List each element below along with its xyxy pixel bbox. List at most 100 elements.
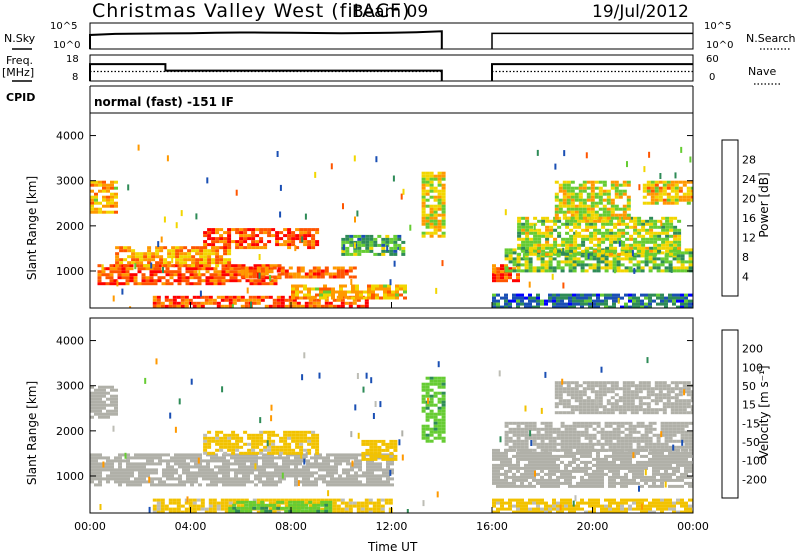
power-cell — [569, 228, 574, 232]
velocity-cell — [215, 448, 220, 452]
velocity-cell — [548, 472, 552, 476]
velocity-cell — [504, 439, 509, 443]
power-cell — [255, 243, 260, 247]
power-cell — [252, 275, 257, 279]
velocity-cell — [302, 483, 306, 487]
velocity-cell — [536, 454, 540, 458]
velocity-cell — [648, 427, 653, 431]
velocity-cell — [279, 439, 284, 443]
velocity-cell — [638, 408, 643, 412]
velocity-cell — [520, 421, 525, 425]
velocity-cell — [614, 402, 619, 406]
power-cell — [344, 272, 349, 276]
velocity-cell — [441, 403, 446, 407]
power-cell — [131, 261, 136, 265]
power-cell — [680, 266, 685, 270]
power-cell — [209, 267, 214, 271]
velocity-cell — [504, 430, 509, 434]
velocity-cell — [294, 465, 298, 469]
velocity-cell — [580, 430, 585, 434]
power-cell — [283, 240, 288, 244]
power-cell — [433, 216, 438, 220]
power-cell — [161, 282, 166, 286]
power-cell — [287, 240, 292, 244]
velocity-cell — [620, 445, 625, 449]
velocity-cell — [162, 459, 166, 463]
velocity-cell — [134, 480, 138, 484]
power-scatter-cell — [112, 295, 115, 302]
velocity-cell — [560, 421, 565, 425]
velocity-cell — [292, 503, 297, 507]
velocity-cell — [110, 465, 114, 469]
power-cell — [590, 204, 595, 208]
velocity-cell — [302, 456, 306, 460]
velocity-cell — [258, 474, 262, 478]
power-cell — [496, 293, 500, 297]
velocity-cell — [322, 474, 326, 478]
power-cell — [336, 275, 341, 279]
velocity-cell — [425, 382, 430, 386]
power-cell — [669, 216, 674, 220]
velocity-cell — [164, 504, 169, 508]
power-cell — [215, 231, 220, 235]
power-scatter-cell — [101, 264, 104, 271]
power-cell — [263, 246, 268, 250]
power-cell — [645, 231, 650, 235]
power-cell — [114, 210, 118, 214]
velocity-cell — [612, 448, 617, 452]
velocity-cell — [624, 475, 628, 479]
velocity-cell — [368, 507, 373, 511]
power-cell — [203, 240, 208, 244]
velocity-cell — [429, 400, 434, 404]
nave-tick-bottom: 0 — [709, 72, 715, 83]
power-cell — [399, 293, 403, 297]
velocity-cell — [592, 478, 596, 482]
velocity-cell — [656, 460, 660, 464]
power-cell — [437, 225, 442, 229]
velocity-cell — [596, 472, 600, 476]
power-cell — [613, 240, 618, 244]
power-cell — [610, 213, 615, 217]
power-cell — [97, 270, 102, 274]
power-cell — [441, 222, 446, 226]
power-cell — [566, 183, 571, 187]
velocity-cell — [236, 498, 241, 502]
velocity-cell — [672, 478, 676, 482]
velocity-cell — [646, 405, 651, 409]
power-cell — [594, 192, 599, 196]
power-cell — [255, 228, 260, 232]
power-cell — [562, 198, 567, 202]
power-cell — [605, 234, 610, 238]
power-scatter-cell — [258, 272, 261, 279]
velocity-cell — [102, 385, 106, 389]
power-cell — [625, 252, 630, 256]
velocity-cell — [388, 510, 393, 513]
velocity-cell — [552, 442, 557, 446]
power-cell — [421, 180, 426, 184]
power-cell — [110, 183, 114, 187]
power-cell — [544, 260, 549, 264]
power-cell — [672, 257, 677, 261]
velocity-cell — [310, 456, 314, 460]
velocity-cell — [318, 462, 322, 466]
power-cell — [596, 302, 600, 306]
power-cell — [516, 293, 520, 297]
power-cell — [564, 257, 569, 261]
velocity-cell — [437, 400, 442, 404]
power-cell — [437, 219, 442, 223]
velocity-cell — [223, 451, 228, 455]
velocity-cell — [676, 475, 680, 479]
power-cell — [588, 266, 593, 270]
velocity-cell — [282, 471, 286, 475]
velocity-cell — [362, 474, 366, 478]
velocity-cell — [216, 504, 221, 508]
power-cell — [167, 255, 172, 259]
power-cell — [288, 298, 293, 302]
velocity-cell — [174, 459, 178, 463]
power-cell — [355, 293, 359, 297]
velocity-cell — [389, 442, 394, 446]
velocity-cell — [130, 456, 134, 460]
velocity-cell — [393, 445, 398, 449]
velocity-cell — [592, 427, 597, 431]
velocity-cell — [350, 468, 354, 472]
